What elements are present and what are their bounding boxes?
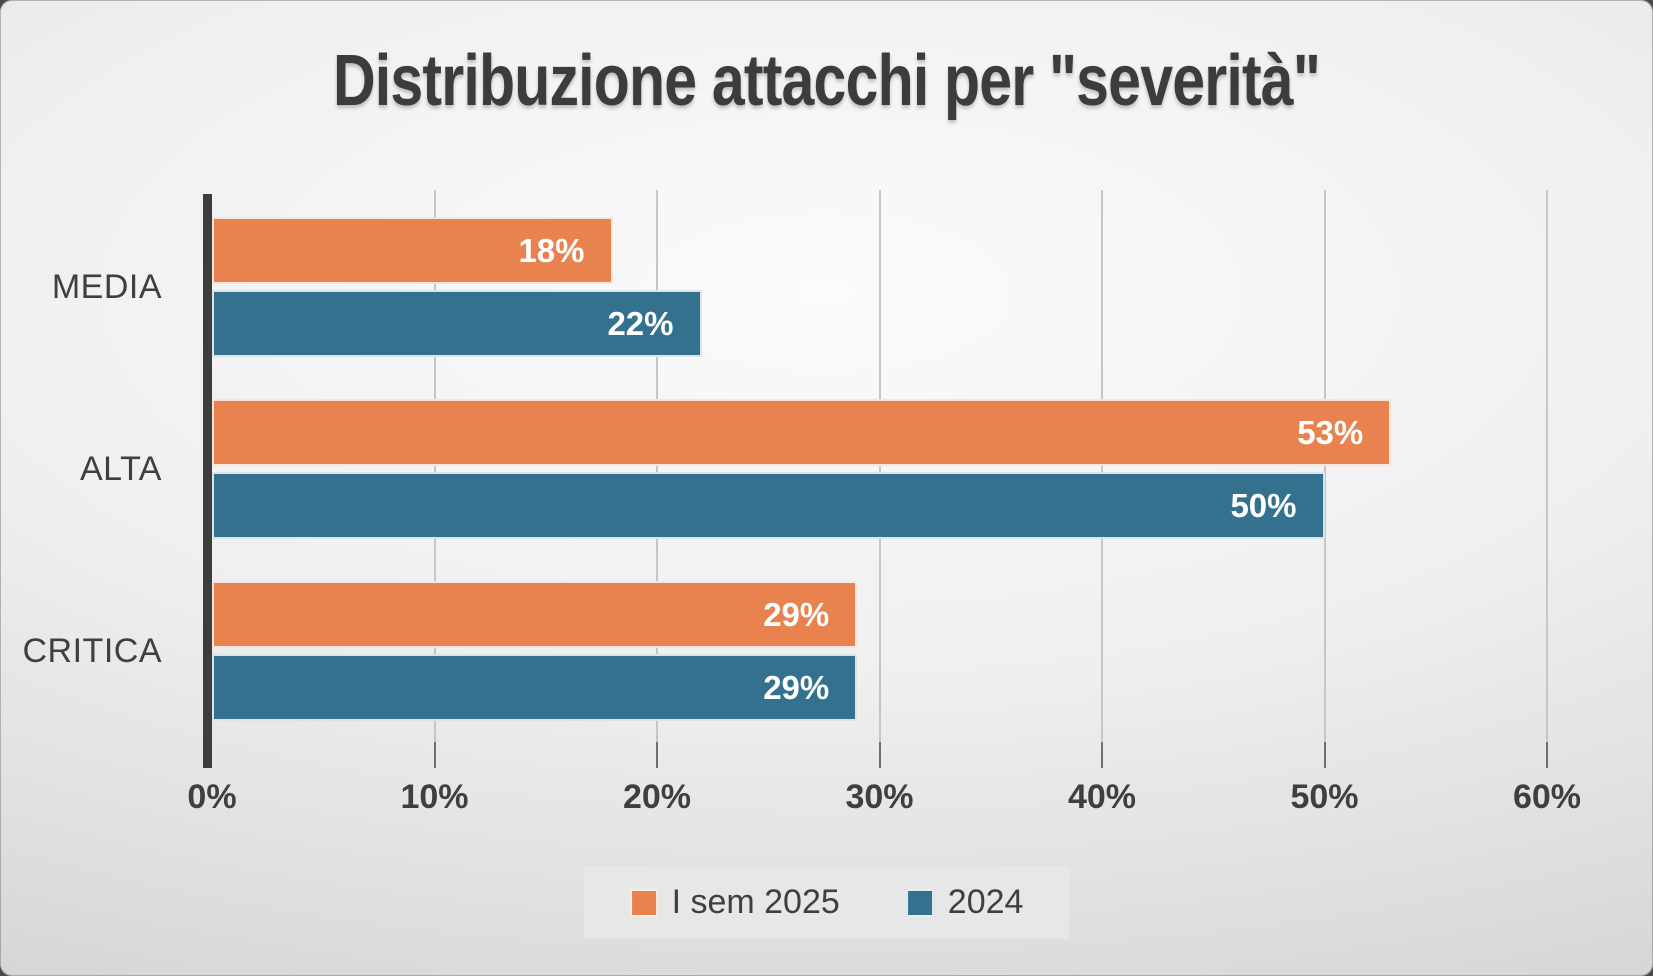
gridlines <box>212 190 1548 742</box>
tick-mark <box>1546 742 1548 768</box>
gridline <box>1101 190 1103 742</box>
gridline <box>656 190 658 742</box>
legend-swatch <box>629 888 658 917</box>
legend-label: I sem 2025 <box>671 883 840 921</box>
category-label: ALTA <box>80 449 162 488</box>
bar-value-label: 29% <box>763 668 830 706</box>
legend-label: 2024 <box>947 883 1024 921</box>
x-tick-label: 40% <box>1067 778 1137 816</box>
legend-swatch <box>905 888 934 917</box>
bar-value-label: 22% <box>607 304 674 342</box>
bar-alta-2024: 50% <box>212 472 1325 539</box>
bar-value-label: 29% <box>763 595 830 633</box>
bar-critica-2024: 29% <box>212 654 858 721</box>
gridline <box>433 190 436 742</box>
gridline <box>878 190 881 742</box>
bar-media-i-sem-2025: 18% <box>212 217 613 284</box>
bar-value-label: 53% <box>1297 413 1364 451</box>
category-label: CRITICA <box>22 631 162 670</box>
chart-title: Distribuzione attacchi per "severità" <box>332 41 1321 121</box>
x-tick-label: 10% <box>400 778 469 816</box>
x-axis: 0% 10% 20% 30% 40% 50% 60% <box>187 742 1581 826</box>
x-tick-label: 20% <box>622 778 692 816</box>
gridline <box>1323 190 1326 742</box>
bar-alta-i-sem-2025: 53% <box>212 399 1392 466</box>
y-axis-line <box>203 194 212 768</box>
legend-item-2024: 2024 <box>905 883 1024 922</box>
tick-mark <box>656 742 658 768</box>
bar-value-label: 18% <box>518 231 585 269</box>
legend: I sem 2025 2024 <box>583 866 1070 939</box>
tick-mark <box>878 742 881 768</box>
gridline <box>1546 190 1548 742</box>
category-axis: MEDIA ALTA CRITICA <box>0 196 190 742</box>
tick-mark <box>1323 742 1326 768</box>
plot-area: 18% 53% 29% 22% 50% 29% <box>203 190 1548 768</box>
legend-item-i-sem-2025: I sem 2025 <box>629 883 840 922</box>
category-label: MEDIA <box>51 267 162 306</box>
tick-mark <box>433 742 436 768</box>
tick-mark <box>1101 742 1103 768</box>
x-tick-label: 60% <box>1512 778 1582 816</box>
bar-critica-i-sem-2025: 29% <box>212 581 858 648</box>
x-tick-label: 50% <box>1290 778 1359 816</box>
bar-value-label: 50% <box>1230 486 1297 524</box>
x-tick-label: 0% <box>187 778 237 816</box>
bar-media-2024: 22% <box>212 290 702 357</box>
x-tick-label: 30% <box>845 778 914 816</box>
